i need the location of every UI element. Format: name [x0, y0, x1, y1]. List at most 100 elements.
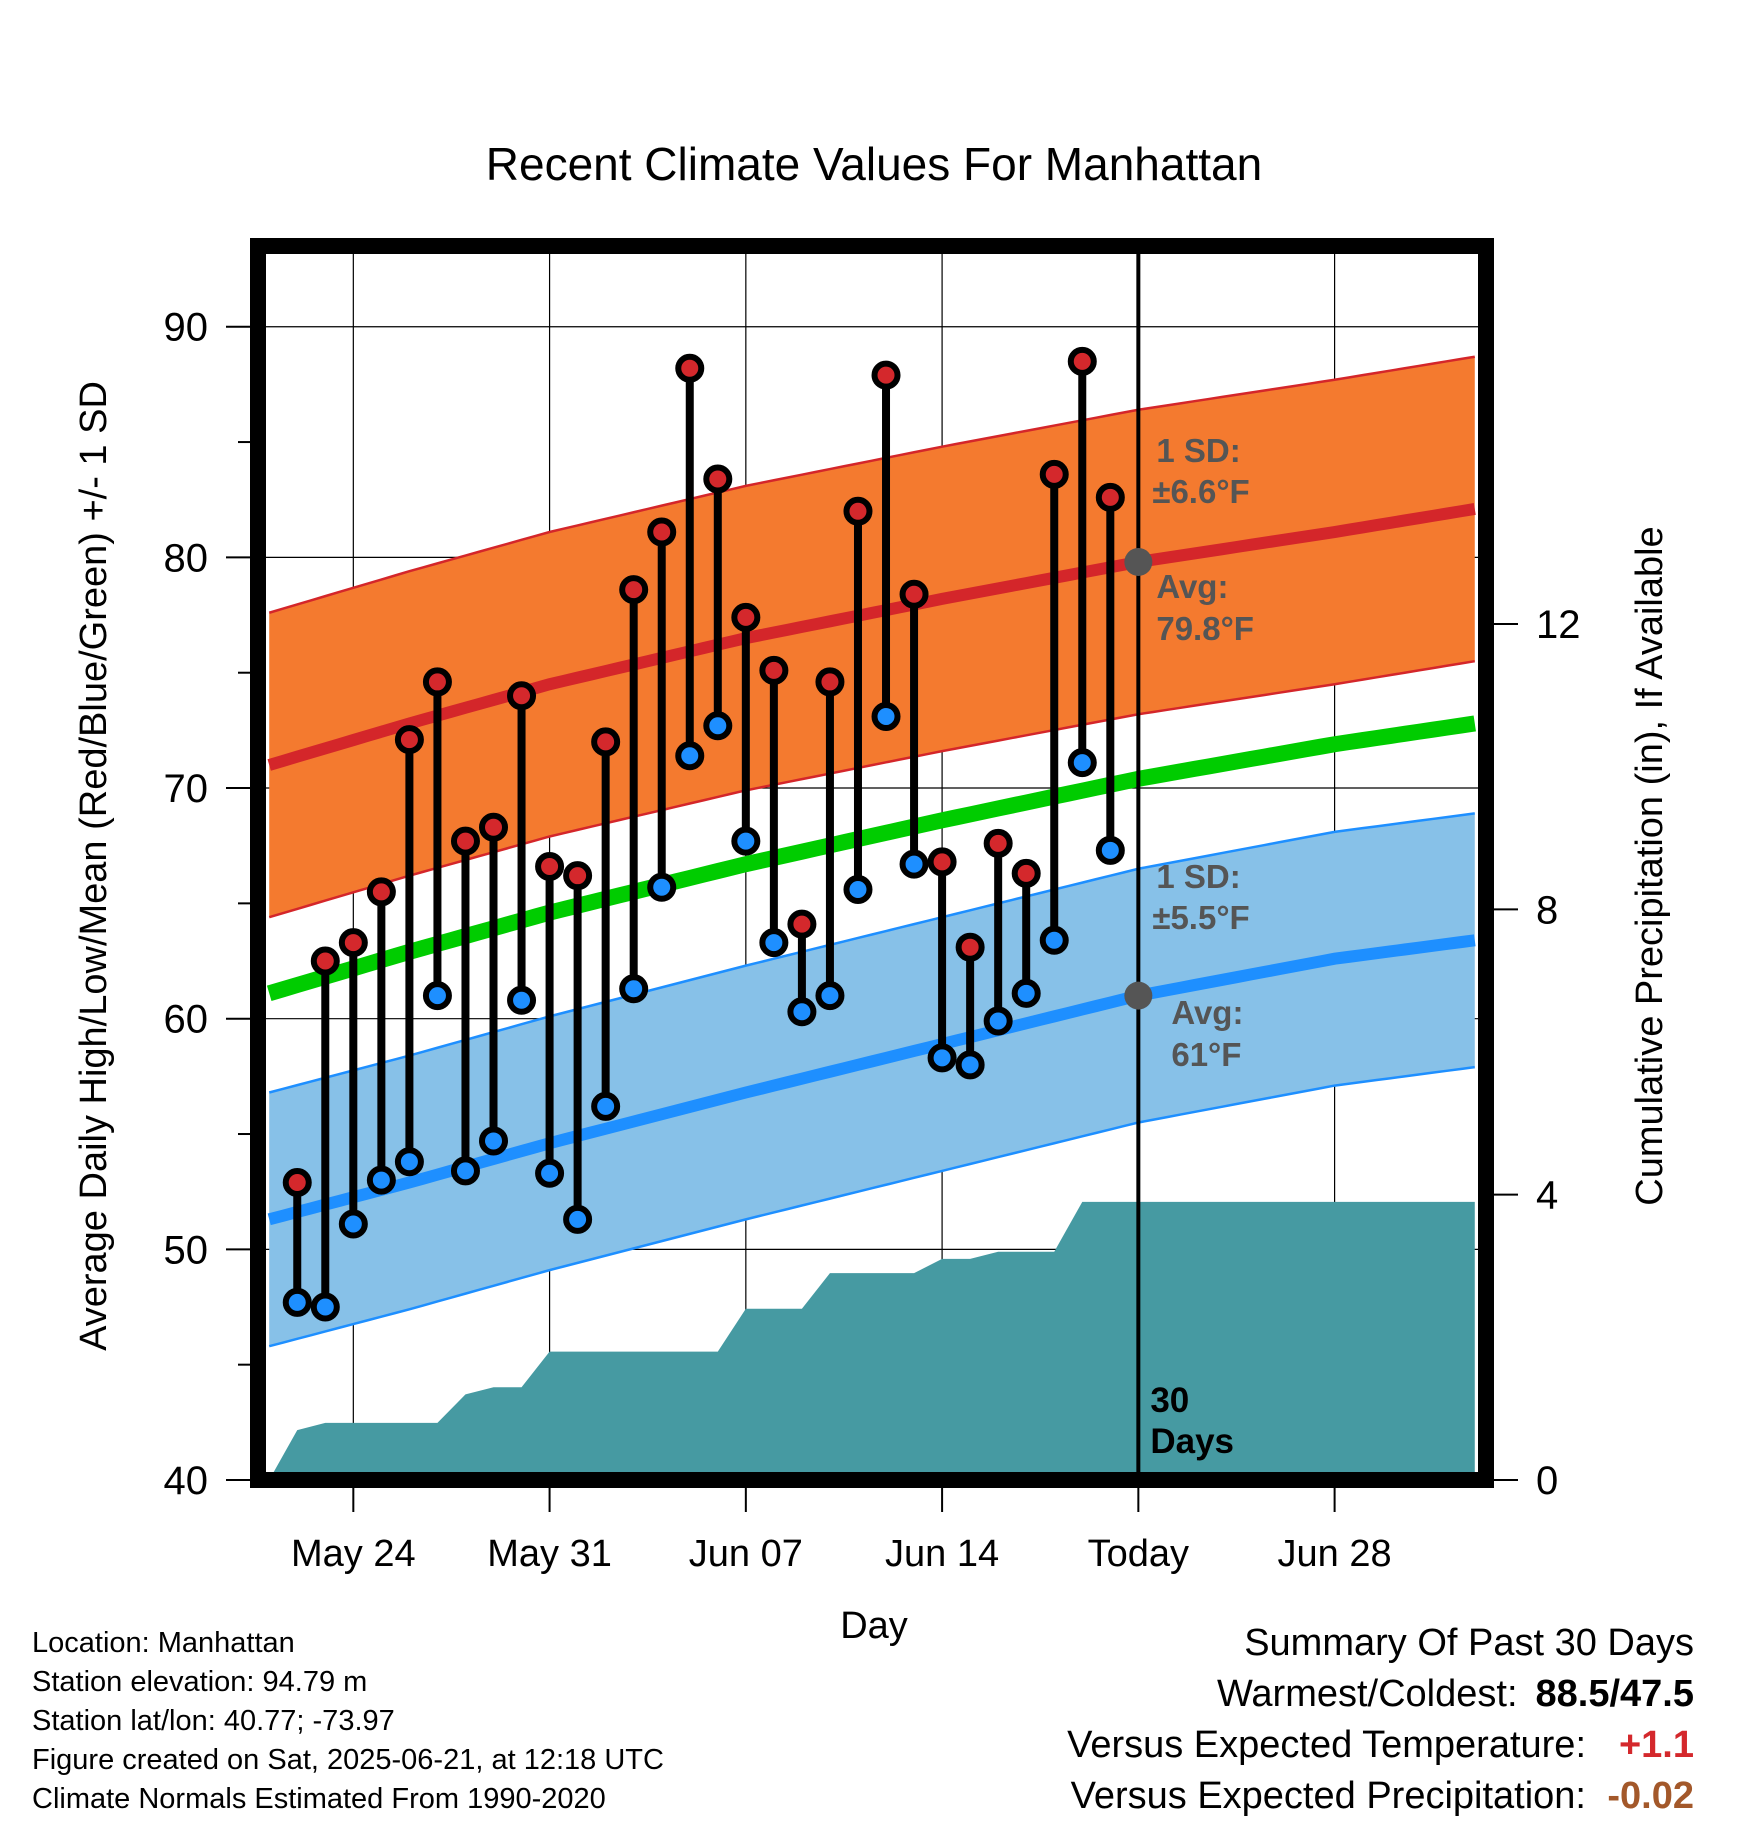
high-temp-point — [703, 464, 733, 494]
y-tick-label: 70 — [164, 767, 209, 811]
normal-high-line — [267, 503, 1476, 771]
high-sd-value: ±6.6°F — [1152, 473, 1249, 510]
plot-area: 1 SD: ±6.6°F Avg: 79.8°F 1 SD: ±5.5°F Avg: 61°F… — [164, 238, 1581, 1575]
low-temp-point — [1095, 835, 1125, 865]
low-temp-point — [310, 1292, 340, 1322]
y2-tick-label: 12 — [1536, 603, 1581, 647]
plot-inner — [258, 246, 1486, 1480]
high-temp-point — [759, 655, 789, 685]
created-text: Figure created on Sat, 2025-06-21, at 12… — [32, 1744, 664, 1776]
high-temp-point — [422, 667, 452, 697]
low-sd-value: ±5.5°F — [1152, 899, 1249, 936]
y2-tick-label: 4 — [1536, 1174, 1558, 1218]
high-sd-label: 1 SD: — [1156, 432, 1240, 469]
high-temp-point — [338, 928, 368, 958]
low-temp-point — [675, 741, 705, 771]
high-temp-point — [731, 602, 761, 632]
high-temp-point — [1039, 459, 1069, 489]
high-temp-point — [983, 828, 1013, 858]
high-temp-point — [927, 847, 957, 877]
low-temp-point — [535, 1158, 565, 1188]
high-temp-point — [563, 861, 593, 891]
y-tick-label: 50 — [164, 1228, 209, 1272]
high-temp-point — [1067, 346, 1097, 376]
high-temp-point — [479, 812, 509, 842]
low-sd-label: 1 SD: — [1156, 858, 1240, 895]
high-temp-point — [507, 681, 537, 711]
high-temp-point — [1095, 482, 1125, 512]
low-temp-point — [927, 1043, 957, 1073]
high-avg-label: Avg: — [1156, 568, 1228, 605]
temp-anomaly-row: Versus Expected Temperature: +1.1 — [794, 1720, 1694, 1771]
today-high-avg-marker — [1124, 547, 1153, 576]
low-temp-point — [563, 1204, 593, 1234]
precip-area — [269, 1201, 1475, 1480]
y-tick-label: 90 — [164, 306, 209, 350]
high-temp-point — [1011, 858, 1041, 888]
high-temp-point — [955, 932, 985, 962]
x-tick-label: Jun 07 — [689, 1533, 803, 1575]
low-temp-point — [955, 1050, 985, 1080]
precip-anomaly-row: Versus Expected Precipitation: -0.02 — [794, 1771, 1694, 1822]
low-temp-point — [479, 1126, 509, 1156]
high-avg-value: 79.8°F — [1156, 610, 1254, 647]
low-temp-point — [1067, 748, 1097, 778]
chart-title: Recent Climate Values For Manhattan — [486, 138, 1262, 190]
low-temp-point — [787, 997, 817, 1027]
low-avg-label: Avg: — [1171, 994, 1243, 1031]
x-tick-label: May 31 — [487, 1533, 612, 1575]
high-temp-point — [450, 826, 480, 856]
low-temp-point — [1011, 978, 1041, 1008]
high-temp-point — [310, 946, 340, 976]
high-temp-point — [394, 725, 424, 755]
today-low-avg-marker — [1124, 981, 1153, 1010]
low-sd-band-lower-edge — [268, 1065, 1475, 1348]
low-temp-point — [422, 981, 452, 1011]
low-temp-point — [282, 1287, 312, 1317]
elevation-text: Station elevation: 94.79 m — [32, 1666, 368, 1698]
low-temp-point — [507, 985, 537, 1015]
days-label-number: 30 — [1150, 1381, 1189, 1420]
high-sd-band-upper-edge — [268, 355, 1475, 614]
x-tick-label: May 24 — [291, 1533, 416, 1575]
low-temp-point — [899, 849, 929, 879]
high-temp-point — [899, 579, 929, 609]
location-text: Location: Manhattan — [32, 1627, 295, 1659]
low-sd-band-upper-edge — [268, 812, 1475, 1094]
low-temp-point — [647, 872, 677, 902]
low-temp-point — [983, 1006, 1013, 1036]
low-temp-point — [394, 1147, 424, 1177]
precip-anomaly-value: -0.02 — [1607, 1775, 1694, 1817]
y2-tick-label: 0 — [1536, 1459, 1558, 1503]
low-temp-point — [815, 981, 845, 1011]
normal-mean-line — [266, 715, 1476, 1001]
high-temp-point — [591, 727, 621, 757]
low-avg-value: 61°F — [1171, 1036, 1241, 1073]
days-label-text: Days — [1150, 1422, 1234, 1461]
low-temp-point — [338, 1209, 368, 1239]
warmest-coldest-row: Warmest/Coldest: 88.5/47.5 — [794, 1669, 1694, 1720]
x-tick-label: Jun 28 — [1278, 1533, 1392, 1575]
precip-anomaly-label: Versus Expected Precipitation: — [1070, 1775, 1586, 1817]
y2-tick-label: 8 — [1536, 888, 1558, 932]
high-sd-band — [269, 356, 1475, 918]
y-tick-label: 40 — [164, 1459, 209, 1503]
warmest-coldest-value: 88.5/47.5 — [1535, 1673, 1694, 1715]
y-tick-label: 60 — [164, 998, 209, 1042]
low-temp-point — [843, 875, 873, 905]
low-temp-point — [871, 702, 901, 732]
low-temp-point — [759, 928, 789, 958]
x-tick-label: Jun 14 — [885, 1533, 999, 1575]
latlon-text: Station lat/lon: 40.77; -73.97 — [32, 1705, 395, 1737]
high-temp-point — [843, 496, 873, 526]
high-temp-point — [815, 667, 845, 697]
low-temp-point — [591, 1091, 621, 1121]
high-temp-point — [282, 1167, 312, 1197]
high-temp-point — [535, 851, 565, 881]
y-axis-label: Average Daily High/Low/Mean (Red/Blue/Gr… — [73, 381, 115, 1351]
x-tick-label: Today — [1088, 1533, 1189, 1575]
plot-frame — [250, 238, 1494, 1488]
low-temp-point — [731, 826, 761, 856]
warmest-coldest-label: Warmest/Coldest: — [1216, 1673, 1518, 1715]
